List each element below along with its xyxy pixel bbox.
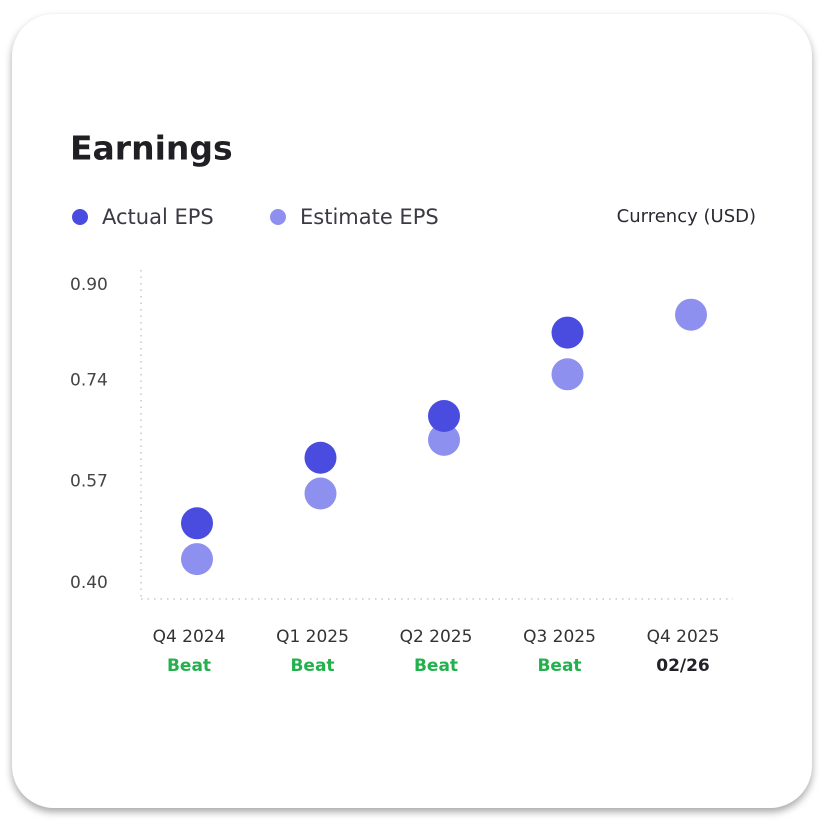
y-tick-label: 0.74 [70,370,108,390]
y-tick-label: 0.40 [70,573,108,593]
data-point [181,543,213,576]
data-point [304,441,337,474]
y-tick-label: 0.90 [70,275,108,295]
data-point [551,358,584,391]
legend-marker [72,209,88,225]
legend-marker [270,209,286,225]
status-label: Beat [537,656,581,676]
legend-label: Estimate EPS [300,205,439,229]
data-point [428,400,460,433]
data-point [428,423,460,456]
card [12,14,812,808]
legend-label: Actual EPS [102,205,214,229]
y-tick-label: 0.57 [70,472,108,492]
data-point [551,316,584,349]
status-label: Beat [167,656,211,676]
status-label: 02/26 [656,656,710,676]
x-tick-label: Q2 2025 [400,627,473,647]
x-tick-label: Q4 2024 [153,627,226,647]
x-tick-label: Q1 2025 [276,627,349,647]
status-label: Beat [290,656,334,676]
status-label: Beat [414,656,458,676]
data-point [304,477,337,510]
x-tick-label: Q3 2025 [523,627,596,647]
data-point [675,298,707,331]
chart-title: Earnings [70,129,233,168]
data-point [181,507,213,540]
currency-note: Currency (USD) [617,206,756,227]
x-tick-label: Q4 2025 [647,627,720,647]
